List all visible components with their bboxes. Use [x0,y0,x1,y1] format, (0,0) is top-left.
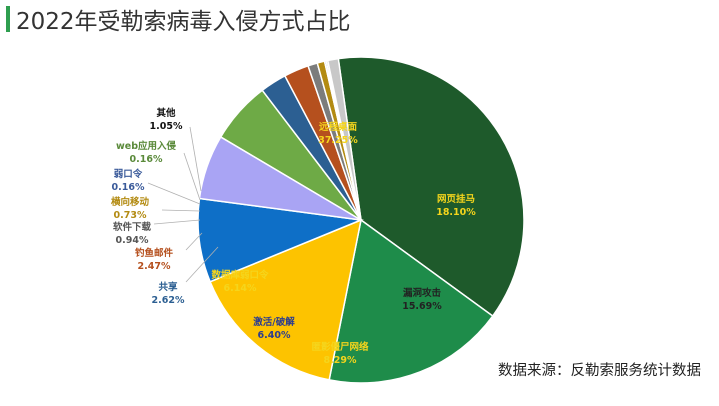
slice-category-label: web应用入侵 [116,140,177,152]
slice-label-group: 网页挂马 18.10% [436,193,476,218]
slice-value-label: 15.69% [402,301,442,312]
slice-value-label: 6.40% [258,330,291,341]
leader-line [161,209,201,212]
title-accent-bar [6,6,10,32]
slice-value-label: 0.73% [114,210,147,221]
slice-category-label: 激活/破解 [253,316,295,328]
slice-category-label: 数据库弱口令 [210,269,269,281]
slice-value-label: 2.47% [138,261,171,272]
slice-label-group: 漏洞攻击 15.69% [402,287,442,312]
slice-value-label: 6.14% [224,283,257,294]
slice-category-label: 横向移动 [111,196,150,208]
leader-line [189,126,202,192]
leader-line [185,246,219,283]
slice-category-label: 其他 [156,107,176,119]
slice-value-label: 0.94% [116,235,149,246]
slice-value-label: 2.62% [152,295,185,306]
slice-value-label: 1.05% [150,121,183,132]
pie-slice [337,56,525,318]
chart-title: 2022年受勒索病毒入侵方式占比 [16,9,351,35]
slice-label-group: 激活/破解 6.40% [253,316,295,341]
slice-value-label: 37.25% [318,135,358,146]
leader-line [183,152,201,201]
slice-label-group: 横向移动 0.73% [111,196,150,221]
slice-label-group: 匿影僵尸网络 8.29% [311,341,369,366]
slice-label-group: 软件下载 0.94% [113,221,152,246]
slice-label-group: 钓鱼邮件 2.47% [135,247,174,272]
leader-line [185,232,203,251]
pie-slice [328,218,494,384]
slice-label-group: 数据库弱口令 6.14% [210,269,269,294]
slice-value-label: 8.29% [324,355,357,366]
slice-category-label: 远程桌面 [319,121,358,133]
pie-slice [326,57,362,221]
data-source-note: 数据来源：反勒索服务统计数据 [498,363,701,379]
slice-category-label: 弱口令 [114,168,143,180]
slice-category-label: 网页挂马 [437,193,475,205]
pie-slice [209,218,363,381]
slice-value-label: 0.16% [130,154,163,165]
slice-category-label: 钓鱼邮件 [135,247,174,259]
slice-category-label: 匿影僵尸网络 [311,341,369,353]
slice-category-label: 漏洞攻击 [403,287,442,299]
slice-value-label: 0.16% [112,182,145,193]
slice-category-label: 共享 [158,281,178,293]
slice-category-label: 软件下载 [113,221,152,233]
slice-label-group: 弱口令 0.16% [112,168,145,193]
leader-line [153,219,201,225]
slice-label-group: web应用入侵 0.16% [116,140,177,165]
slice-value-label: 18.10% [436,207,476,218]
slice-label-group: 其他 1.05% [150,107,183,132]
slice-label-group: 共享 2.62% [152,281,185,306]
slice-label-group: 远程桌面 37.25% [318,121,358,146]
leader-line [147,182,201,205]
